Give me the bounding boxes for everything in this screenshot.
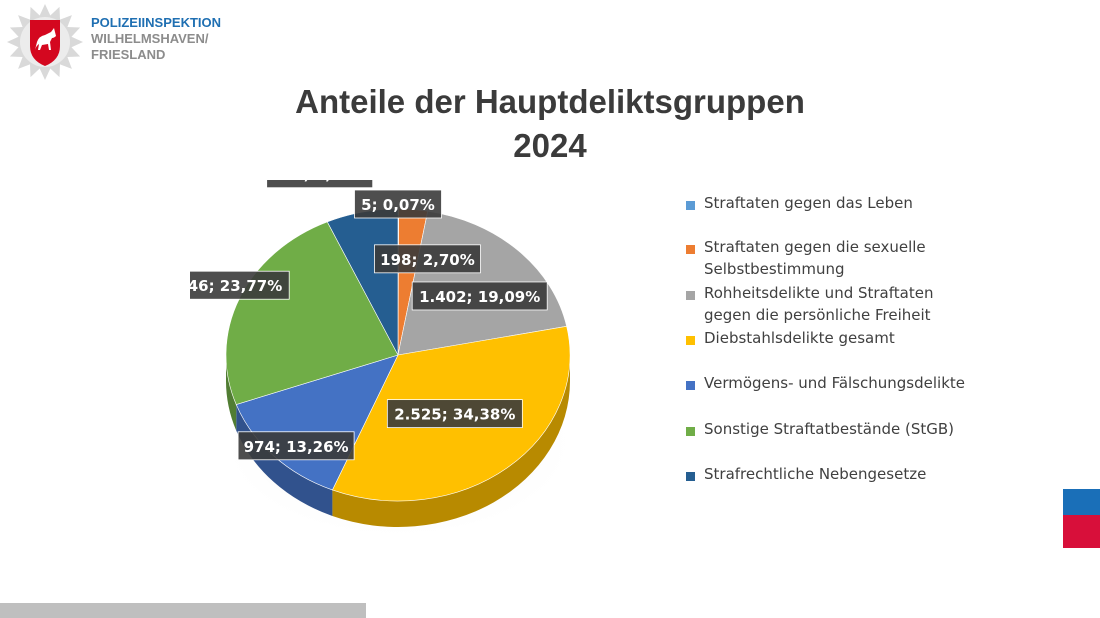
data-label-box-6 <box>266 180 374 189</box>
data-label-6: 495; 6,74% <box>272 180 367 184</box>
legend-swatch-4 <box>686 381 695 390</box>
data-label-box-1 <box>374 244 481 274</box>
legend-label-line: gegen die persönliche Freiheit <box>704 306 931 324</box>
legend-label-line: Strafrechtliche Nebengesetze <box>704 465 927 483</box>
org-line-3: FRIESLAND <box>91 47 166 62</box>
legend-label-1: Straftaten gegen die sexuelle Selbstbesti… <box>704 236 994 280</box>
data-label-box-2 <box>411 281 548 311</box>
data-label-5: 1.746; 23,77% <box>190 277 282 295</box>
legend-swatch-5 <box>686 427 695 436</box>
legend-label-line: Diebstahlsdelikte gesamt <box>704 329 895 347</box>
footer-bar <box>0 603 366 618</box>
legend-label-line: Straftaten gegen das Leben <box>704 194 913 212</box>
data-label-box-3 <box>386 399 523 429</box>
data-label-box-0 <box>354 189 442 219</box>
legend-label-5: Sonstige Straftatbestände (StGB) <box>704 418 994 440</box>
organization-name: POLIZEIINSPEKTION WILHELMSHAVEN/ FRIESLA… <box>91 15 221 63</box>
pie-chart: 5; 0,07% 198; 2,70% 1.402; 19,09% 2.525; 34… <box>190 180 578 540</box>
data-label-2: 1.402; 19,09% <box>419 288 540 306</box>
horse-icon <box>35 28 56 50</box>
chart-title-line-2: 2024 <box>513 127 587 164</box>
data-label-box-4 <box>237 431 355 461</box>
legend-label-0: Straftaten gegen das Leben <box>704 192 994 214</box>
legend-swatch-1 <box>686 245 695 254</box>
chart-title-line-1: Anteile der Hauptdeliktsgruppen <box>295 83 805 120</box>
legend-swatch-2 <box>686 291 695 300</box>
org-line-2: WILHELMSHAVEN/ <box>91 31 209 46</box>
brand-stripe-red <box>1063 515 1100 548</box>
legend-label-line: Straftaten gegen die sexuelle <box>704 238 926 256</box>
org-line-1: POLIZEIINSPEKTION <box>91 15 222 30</box>
police-star-logo <box>4 2 86 82</box>
legend-label-6: Strafrechtliche Nebengesetze <box>704 463 994 485</box>
data-label-box-5 <box>190 270 290 300</box>
legend-label-line: Rohheitsdelikte und Straftaten <box>704 284 934 302</box>
pie-side-5 <box>226 355 237 431</box>
brand-stripe-blue <box>1063 489 1100 515</box>
chart-legend: Straftaten gegen das Leben Straftaten geg… <box>686 0 986 618</box>
data-label-3: 2.525; 34,38% <box>394 406 515 424</box>
legend-swatch-0 <box>686 201 695 210</box>
legend-label-line: Selbstbestimmung <box>704 260 845 278</box>
legend-label-line: Vermögens- und Fälschungsdelikte <box>704 374 965 392</box>
legend-swatch-6 <box>686 472 695 481</box>
legend-label-3: Diebstahlsdelikte gesamt <box>704 327 994 349</box>
data-label-1: 198; 2,70% <box>380 251 475 269</box>
pie-side-3 <box>332 355 570 527</box>
legend-label-2: Rohheitsdelikte und Straftaten gegen die … <box>704 282 994 326</box>
data-label-4: 974; 13,26% <box>244 438 349 456</box>
pie-side-4 <box>236 404 333 516</box>
legend-label-4: Vermögens- und Fälschungsdelikte <box>704 372 994 394</box>
legend-label-line: Sonstige Straftatbestände (StGB) <box>704 420 955 438</box>
legend-swatch-3 <box>686 336 695 345</box>
data-label-0: 5; 0,07% <box>361 196 435 214</box>
chart-title: Anteile der Hauptdeliktsgruppen 2024 <box>250 80 850 168</box>
